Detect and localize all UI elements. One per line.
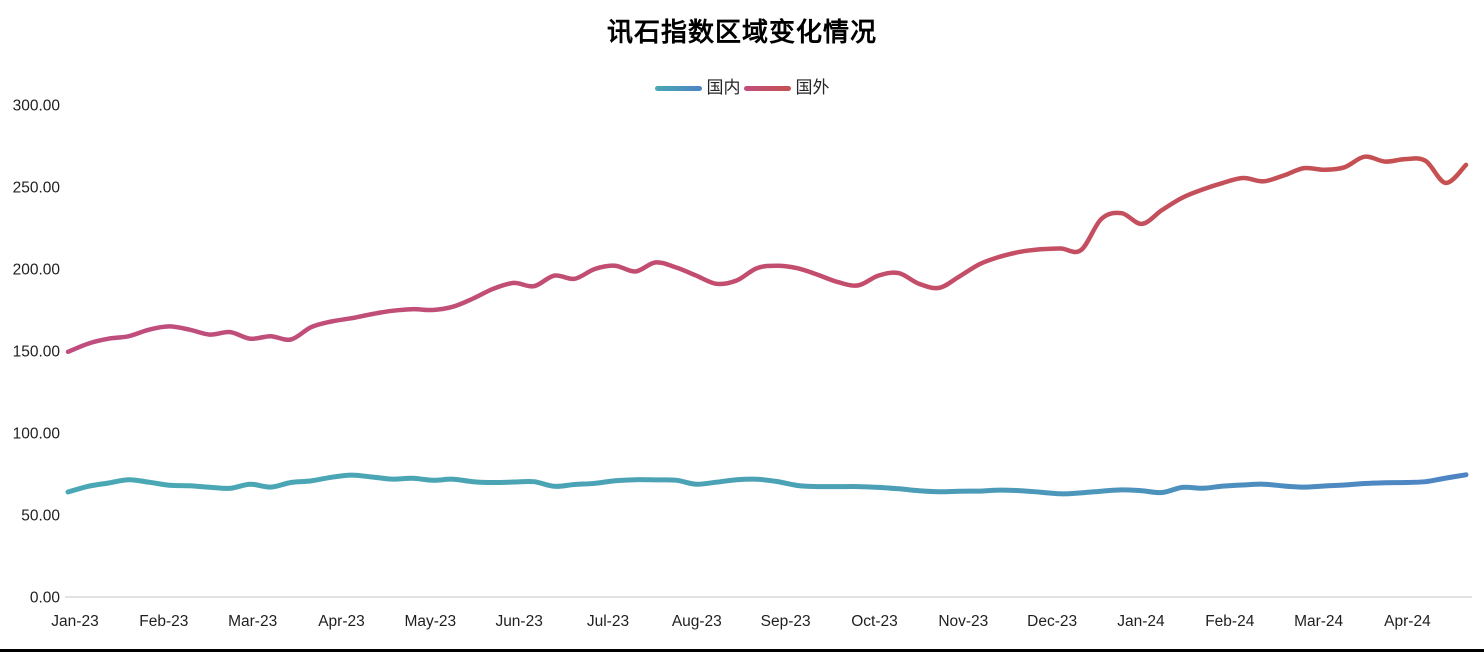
foreign-line-swatch-icon	[743, 86, 791, 91]
x-axis-tick-label: Feb-24	[1205, 613, 1254, 630]
chart-legend: 国内 国外	[0, 80, 1484, 97]
domestic-series-line	[65, 472, 1469, 497]
x-axis-tick-label: Nov-23	[938, 613, 988, 630]
x-axis-tick-label: Oct-23	[851, 613, 898, 630]
x-axis-tick-label: Jan-24	[1117, 613, 1165, 630]
chart-title: 讯石指数区域变化情况	[606, 18, 877, 48]
legend-item-foreign[interactable]: 国外	[743, 78, 830, 98]
y-axis-tick-label: 300.00	[13, 98, 61, 115]
x-axis-tick-label: Jul-23	[587, 613, 629, 630]
foreign-series-line	[65, 154, 1469, 355]
bottom-border-line	[0, 649, 1484, 652]
legend-item-domestic[interactable]: 国内	[654, 78, 741, 98]
legend-label-domestic: 国内	[706, 78, 741, 98]
legend-label-foreign: 国外	[795, 78, 830, 98]
x-axis-tick-label: Sep-23	[761, 613, 811, 630]
x-axis-tick-label: Apr-23	[318, 613, 365, 630]
y-axis-tick-label: 150.00	[13, 344, 61, 361]
domestic-line-swatch-icon	[654, 86, 702, 91]
x-axis-tick-label: Aug-23	[672, 613, 722, 630]
y-axis-tick-label: 200.00	[13, 262, 61, 279]
y-axis-tick-label: 250.00	[13, 180, 61, 197]
y-axis-tick-label: 50.00	[21, 508, 60, 525]
x-axis-tick-label: Mar-23	[228, 613, 277, 630]
x-axis-tick-label: May-23	[404, 613, 456, 630]
x-axis-tick-label: Jan-23	[51, 613, 98, 630]
x-axis-tick-label: Feb-23	[139, 613, 188, 630]
x-axis-tick-label: Dec-23	[1027, 613, 1077, 630]
x-axis-tick-label: Apr-24	[1384, 613, 1431, 630]
x-axis-tick-label: Mar-24	[1294, 613, 1343, 630]
y-axis-tick-label: 0.00	[30, 590, 61, 607]
y-axis-tick-label: 100.00	[13, 426, 61, 443]
x-axis-tick-label: Jun-23	[495, 613, 542, 630]
